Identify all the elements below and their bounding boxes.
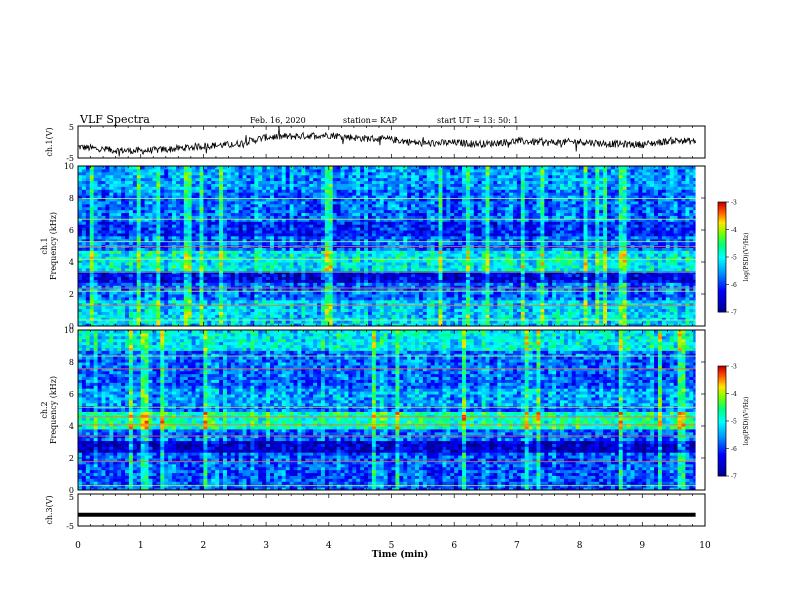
figure-title: VLF Spectra (79, 113, 150, 126)
x-tick-label: 3 (263, 541, 269, 551)
spec-ytick-label: 10 (64, 326, 74, 335)
x-tick-label: 0 (75, 541, 81, 551)
x-tick-label: 6 (451, 541, 457, 551)
colorbar-tick-label: -6 (731, 282, 737, 289)
date-label: Feb. 16, 2020 (250, 116, 306, 125)
panel-ch1-spectrogram: 0 2 4 6 8 10 ch.1 Frequency (kHz) -3 -4 -5 -6 -7 l… (40, 162, 750, 331)
colorbar-tick-label: -5 (731, 419, 737, 426)
colorbar-tick-label: -3 (731, 364, 737, 371)
x-axis-label: Time (min) (372, 549, 429, 560)
spec-ytick-label: 8 (69, 358, 74, 367)
ch1-colorbar: -3 -4 -5 -6 -7 log(PSD)(V²/Hz) (717, 200, 750, 317)
colorbar-label: log(PSD)(V²/Hz) (743, 233, 750, 282)
spec-ytick-label: 2 (69, 454, 74, 463)
x-tick-label: 1 (138, 541, 144, 551)
ch3-ytick-top: 5 (69, 493, 74, 502)
colorbar-tick-label: -3 (731, 200, 737, 207)
ch3-ytick-bottom: -5 (66, 522, 74, 531)
colorbar-tick-label: -7 (731, 310, 737, 317)
colorbar-tick-label: -4 (731, 227, 737, 234)
colorbar-tick-label: -5 (731, 255, 737, 262)
spec-ytick-label: 2 (69, 290, 74, 299)
x-tick-label: 10 (699, 541, 711, 551)
spec-ytick-label: 4 (69, 258, 74, 267)
spec-ytick-label: 6 (69, 390, 74, 399)
ch1-spec-ylabel-ch: ch.1 (40, 237, 49, 254)
colorbar-tick-label: -6 (731, 446, 737, 453)
start-time-label: start UT = 13: 50: 1 (437, 116, 518, 125)
ch2-spectrogram-image (78, 330, 706, 491)
colorbar-label: log(PSD)(V²/Hz) (743, 397, 750, 446)
ch1-spec-ylabel-freq: Frequency (kHz) (49, 212, 58, 280)
ch1-ytick-top: 5 (69, 123, 74, 132)
x-tick-label: 4 (326, 541, 332, 551)
ch3-ylabel: ch.3(V) (45, 495, 54, 524)
ch2-spec-ylabel-ch: ch.2 (40, 401, 49, 418)
ch1-ylabel: ch.1(V) (45, 127, 54, 156)
colorbar-tick-label: -4 (731, 391, 737, 398)
ch2-spec-ylabel-freq: Frequency (kHz) (49, 376, 58, 444)
x-tick-label: 2 (201, 541, 207, 551)
spec-ytick-label: 6 (69, 226, 74, 235)
spec-ytick-label: 10 (64, 162, 74, 171)
panel-ch2-spectrogram: 0 2 4 6 8 10 ch.2 Frequency (kHz) -3 -4 -5 -6 -7 l… (40, 326, 750, 495)
spec-ytick-label: 8 (69, 194, 74, 203)
ch1-waveform-line (77, 126, 696, 157)
ch1-spectrogram-image (78, 166, 706, 327)
x-tick-label: 9 (639, 541, 645, 551)
x-tick-label: 5 (389, 541, 395, 551)
spec-ytick-label: 4 (69, 422, 74, 431)
x-axis-tick-labels: 0 1 2 3 4 5 6 7 8 9 10 (75, 541, 711, 551)
colorbar-tick-label: -7 (731, 474, 737, 481)
panel-ch3-waveform: 5 -5 ch.3(V) (45, 493, 706, 531)
ch1-ytick-bottom: -5 (66, 154, 74, 163)
station-label: station= KAP (343, 116, 398, 125)
spec-ytick-label: 0 (69, 322, 74, 331)
x-tick-label: 8 (577, 541, 583, 551)
panel-ch1-waveform: 5 -5 ch.1(V) (45, 123, 706, 163)
ch2-colorbar: -3 -4 -5 -6 -7 log(PSD)(V²/Hz) (717, 364, 750, 481)
x-tick-label: 7 (514, 541, 520, 551)
spec-ytick-label: 0 (69, 486, 74, 495)
